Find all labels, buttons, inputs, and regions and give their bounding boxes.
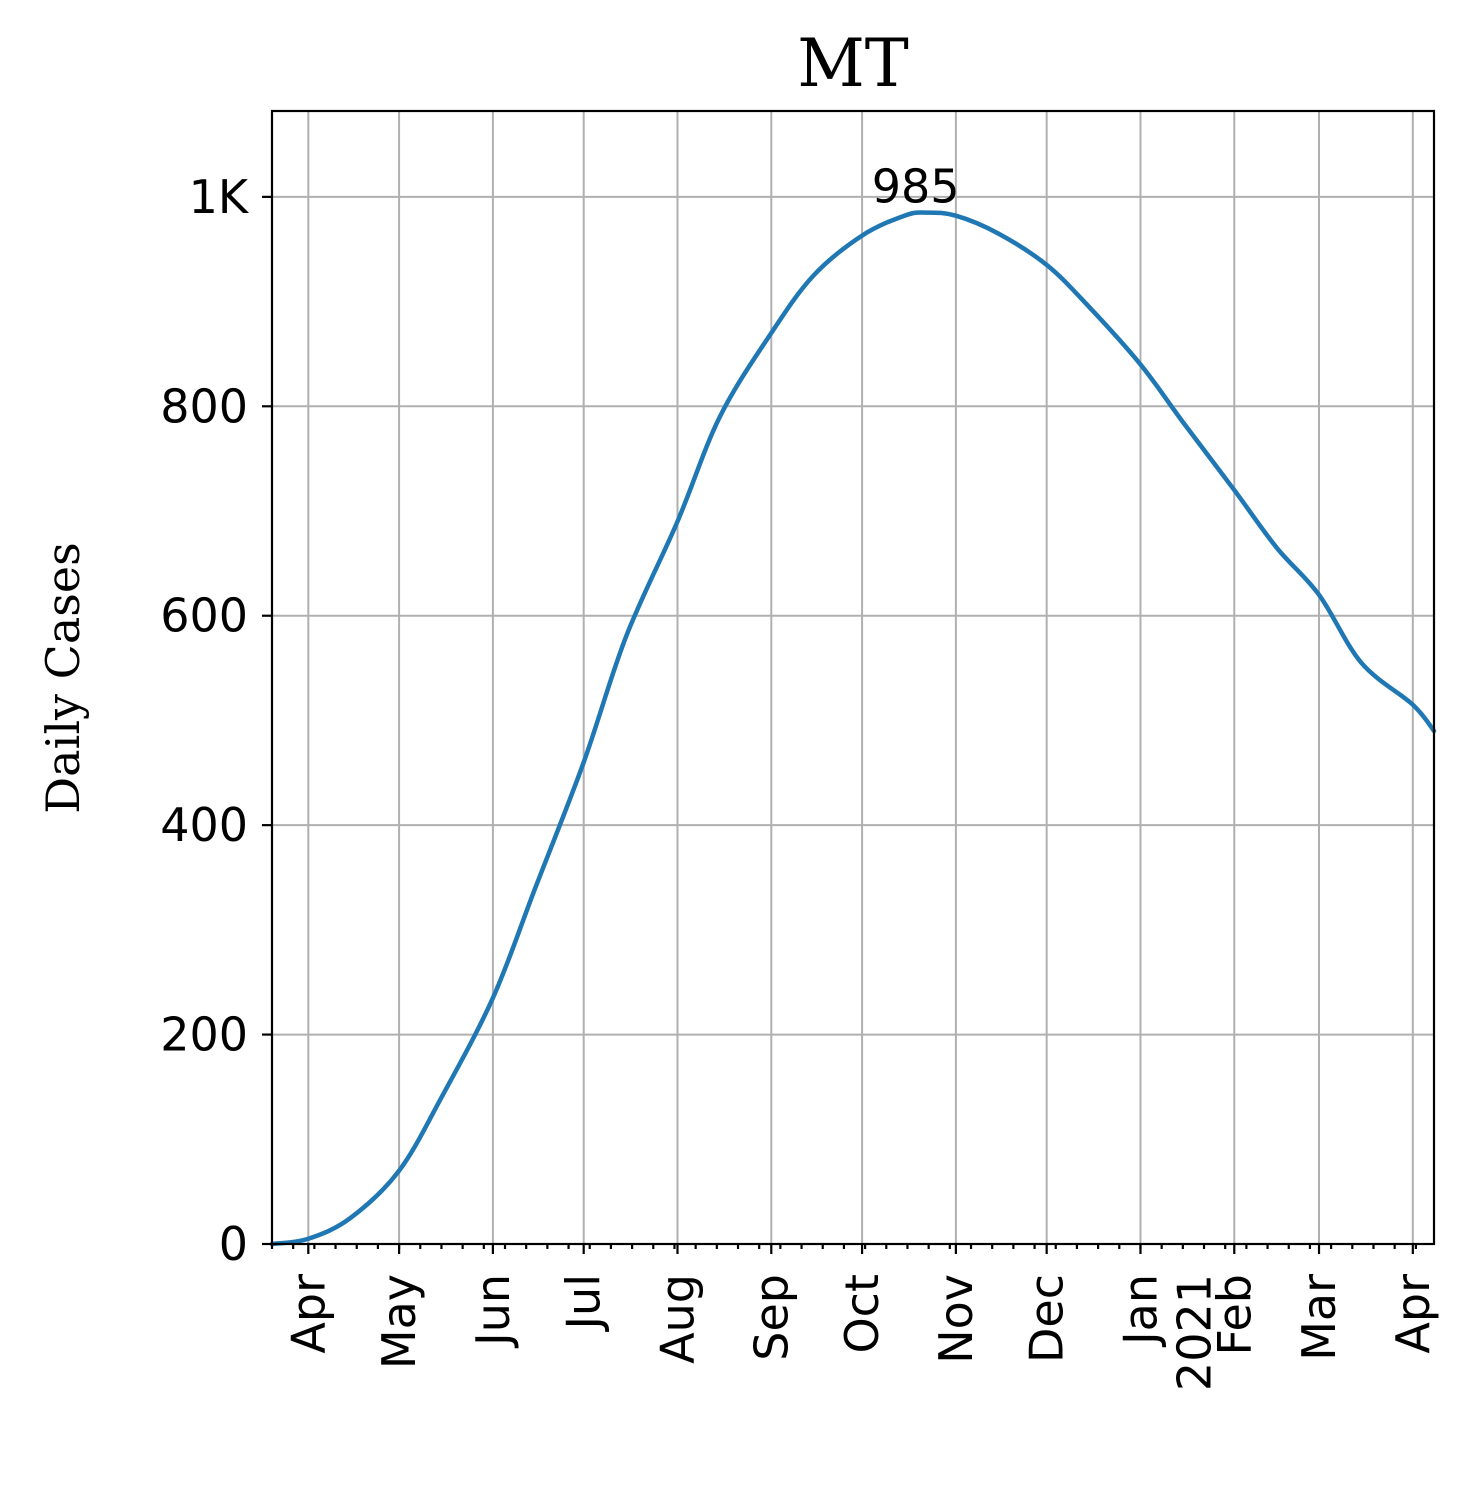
x-tick-label: Apr	[1386, 1274, 1440, 1354]
y-tick-label: 200	[160, 1008, 248, 1062]
x-tick-label: Jun	[466, 1274, 520, 1349]
x-tick-label: Dec	[1020, 1274, 1074, 1363]
y-tick-labels: 0 200 400 600 800 1K	[160, 170, 250, 1271]
y-tick-label: 1K	[189, 170, 250, 224]
annotations: 985	[872, 160, 960, 214]
peak-annotation: 985	[872, 160, 960, 214]
plot-frame	[270, 109, 1436, 1246]
x-tick-label: Mar	[1292, 1274, 1346, 1361]
y-tick-label: 0	[219, 1217, 248, 1271]
x-tick-label: Apr	[281, 1274, 335, 1354]
x-tick-label: Oct	[835, 1274, 889, 1354]
y-tick-label: 400	[160, 798, 248, 852]
chart-title: MT	[797, 25, 909, 102]
series-line	[269, 210, 1437, 1247]
ticks	[262, 195, 1417, 1254]
series-layer	[269, 210, 1437, 1247]
grid	[272, 111, 1434, 1245]
x-tick-label: Nov	[929, 1274, 983, 1364]
x-tick-label: Jan2021	[1113, 1274, 1221, 1391]
y-tick-label: 600	[160, 589, 248, 643]
y-axis-title: Daily Cases	[36, 542, 90, 813]
x-tick-label: Sep	[744, 1274, 798, 1361]
x-tick-label: Jul	[557, 1274, 611, 1333]
x-tick-label: May	[372, 1274, 426, 1369]
x-tick-label: Feb	[1207, 1274, 1261, 1355]
x-tick-label: Aug	[650, 1274, 704, 1364]
y-tick-label: 800	[160, 379, 248, 433]
